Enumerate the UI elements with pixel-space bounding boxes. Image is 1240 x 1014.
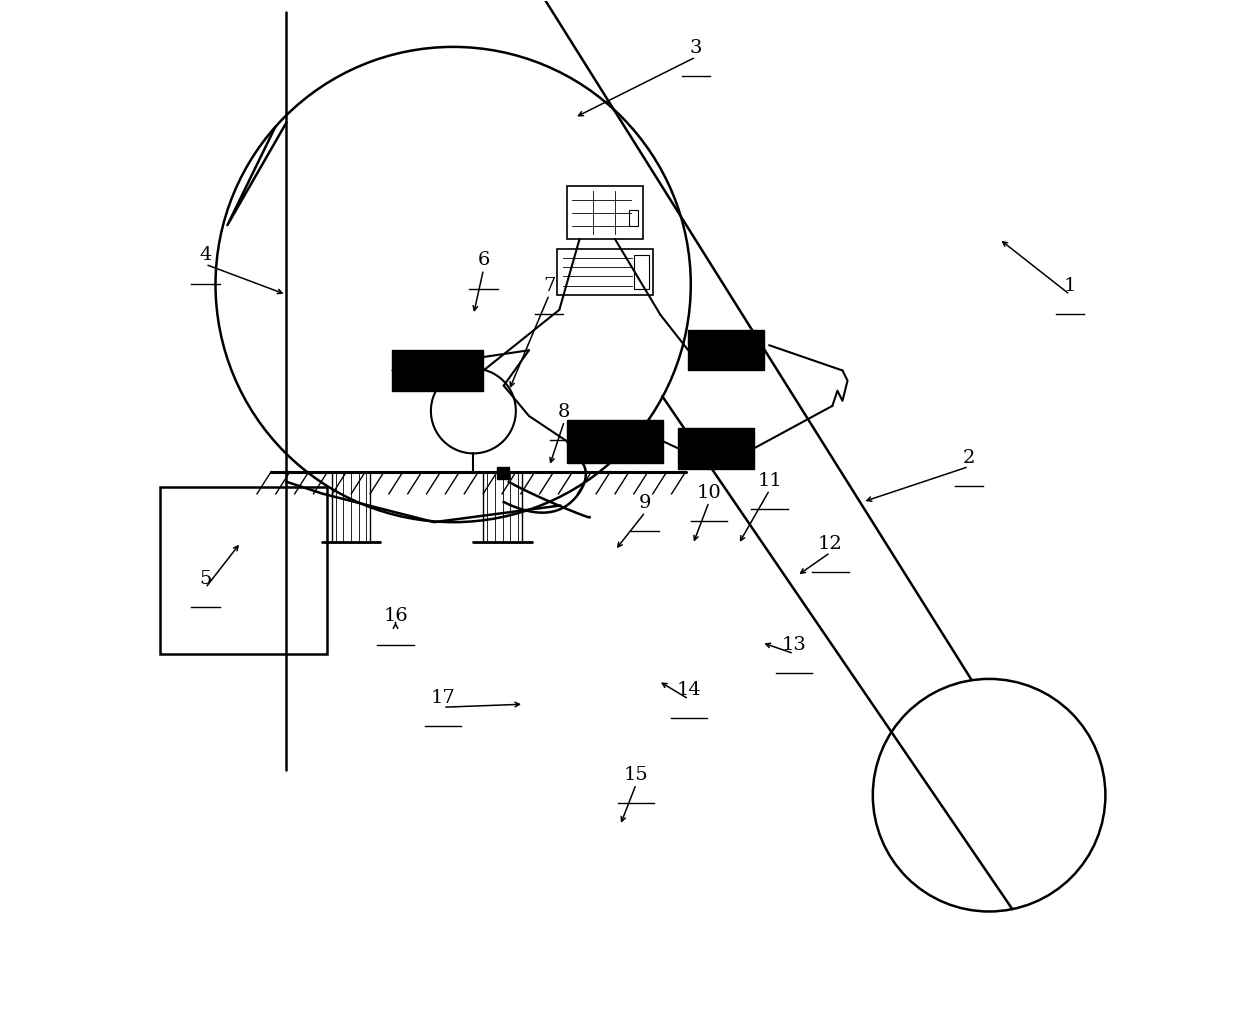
Bar xyxy=(393,350,484,390)
Text: 9: 9 xyxy=(639,494,651,512)
Bar xyxy=(332,472,371,542)
Text: 1: 1 xyxy=(1064,277,1076,295)
Text: 4: 4 xyxy=(200,246,212,265)
Text: 16: 16 xyxy=(383,607,408,626)
Text: 17: 17 xyxy=(430,690,455,707)
Bar xyxy=(160,487,327,654)
Bar xyxy=(567,420,663,462)
Text: 11: 11 xyxy=(758,472,782,490)
Text: 10: 10 xyxy=(697,484,722,502)
Text: 13: 13 xyxy=(781,636,806,654)
Bar xyxy=(484,472,522,542)
Bar xyxy=(688,330,764,370)
Text: 5: 5 xyxy=(200,570,212,588)
Bar xyxy=(567,187,642,239)
Text: 7: 7 xyxy=(543,277,556,295)
Text: 14: 14 xyxy=(676,681,701,699)
Bar xyxy=(678,428,754,468)
Bar xyxy=(557,249,653,295)
Bar xyxy=(634,256,649,289)
Text: 8: 8 xyxy=(558,403,570,421)
Bar xyxy=(497,466,508,479)
Text: 6: 6 xyxy=(477,251,490,270)
Text: 15: 15 xyxy=(624,766,649,784)
Bar xyxy=(629,210,639,226)
Text: 12: 12 xyxy=(818,534,843,553)
Text: 3: 3 xyxy=(689,39,702,57)
Text: 2: 2 xyxy=(962,448,975,466)
